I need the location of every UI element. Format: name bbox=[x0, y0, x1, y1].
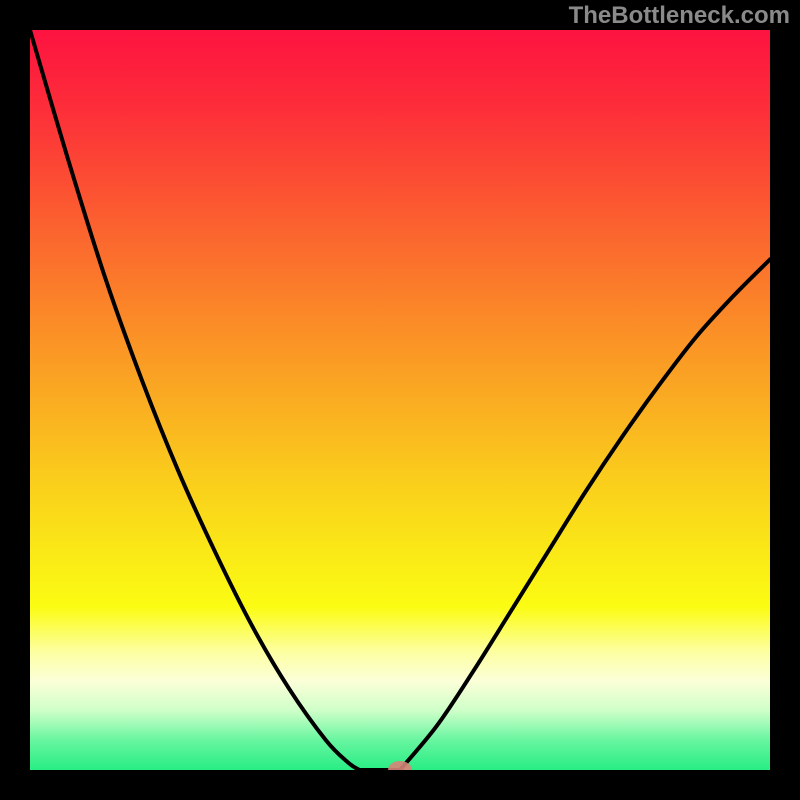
curve-right-branch bbox=[400, 259, 770, 770]
curve-left-branch bbox=[30, 30, 359, 770]
curve-layer bbox=[30, 30, 770, 770]
watermark-text: TheBottleneck.com bbox=[569, 2, 790, 30]
stage: TheBottleneck.com bbox=[0, 0, 800, 800]
plot-area bbox=[30, 30, 770, 770]
